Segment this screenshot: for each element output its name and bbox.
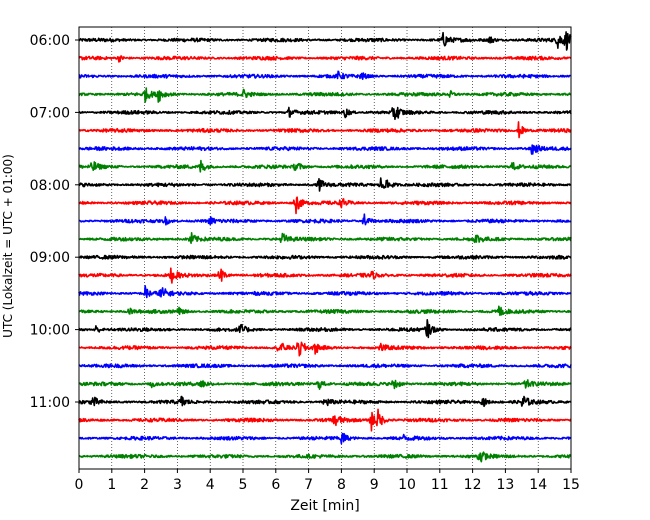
x-axis: 0 1 2 3 4 5 6 7 8 9 10 11 12 13 14 15 <box>75 469 580 493</box>
x-tick-label: 10 <box>398 477 416 493</box>
x-tick-label: 5 <box>239 477 248 493</box>
seismic-trace <box>78 31 572 51</box>
y-tick-label: 10:00 <box>30 323 70 339</box>
plot-area-background <box>79 27 571 469</box>
seismic-trace <box>78 254 572 260</box>
seismic-trace <box>78 267 572 284</box>
seismic-trace <box>78 159 572 173</box>
seismic-trace <box>78 106 572 121</box>
seismic-trace <box>78 121 572 139</box>
y-tick-label: 08:00 <box>30 178 70 194</box>
x-tick-label: 9 <box>370 477 379 493</box>
seismic-trace <box>78 196 572 215</box>
y-tick-label: 11:00 <box>30 395 70 411</box>
x-tick-label: 3 <box>173 477 182 493</box>
seismic-trace <box>78 305 572 317</box>
seismic-trace <box>78 379 572 390</box>
y-tick-label: 06:00 <box>30 33 70 49</box>
seismic-trace <box>78 408 572 432</box>
seismic-trace <box>78 363 572 369</box>
y-tick-label: 09:00 <box>30 250 70 266</box>
x-tick-label: 13 <box>496 477 514 493</box>
x-tick-label: 4 <box>206 477 215 493</box>
seismic-trace <box>78 432 572 445</box>
seismic-trace <box>78 55 572 63</box>
x-axis-label: Zeit [min] <box>290 498 359 514</box>
y-axis-label: UTC (Lokalzeit = UTC + 01:00) <box>1 154 15 338</box>
plot-frame <box>78 26 572 470</box>
seismic-trace <box>78 395 572 408</box>
x-tick-label: 2 <box>140 477 149 493</box>
x-tick-label: 14 <box>529 477 547 493</box>
x-tick-label: 7 <box>304 477 313 493</box>
seismic-trace <box>78 451 572 463</box>
traces <box>78 31 572 463</box>
seismic-trace <box>78 341 572 357</box>
seismic-trace <box>78 70 572 80</box>
seismic-trace <box>78 213 572 226</box>
x-tick-label: 15 <box>562 477 580 493</box>
x-tick-label: 8 <box>337 477 346 493</box>
x-tick-label: 12 <box>464 477 482 493</box>
seismic-trace <box>78 318 572 339</box>
seismic-trace <box>78 284 572 299</box>
x-tick-label: 1 <box>107 477 116 493</box>
x-tick-label: 0 <box>75 477 84 493</box>
y-tick-label: 07:00 <box>30 105 70 121</box>
seismic-trace <box>78 144 572 155</box>
seismic-trace <box>78 87 572 103</box>
x-tick-label: 6 <box>271 477 280 493</box>
x-tick-label: 11 <box>431 477 449 493</box>
y-axis: 06:00 07:00 08:00 09:00 10:00 11:00 <box>30 33 79 411</box>
seismic-trace <box>78 177 572 192</box>
seismic-trace <box>78 231 572 244</box>
